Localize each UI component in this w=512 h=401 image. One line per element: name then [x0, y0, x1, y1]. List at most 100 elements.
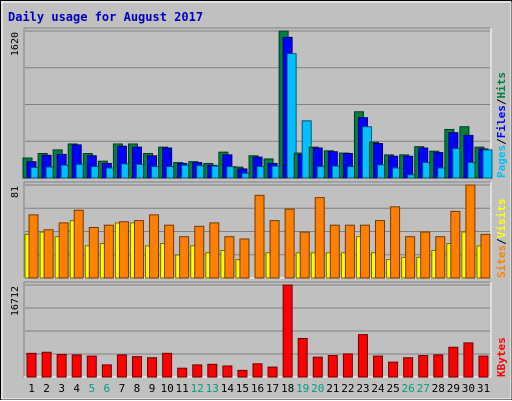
x-tick-label-day-14: 14 — [221, 382, 235, 395]
bar-hits-files-pages-pages-day-18 — [286, 53, 297, 179]
bar-kbytes-kbytes-day-29 — [448, 346, 459, 378]
bar-visits-sites-sites-day-29 — [450, 210, 461, 279]
bar-kbytes-kbytes-day-2 — [41, 351, 52, 378]
x-tick-label-day-3: 3 — [58, 382, 65, 395]
panel-kbytes-legend: KBytes — [495, 337, 508, 377]
bar-kbytes-kbytes-day-17 — [267, 366, 278, 378]
bar-kbytes-kbytes-day-16 — [252, 363, 263, 378]
legend-hits: Hits — [495, 72, 508, 99]
x-tick-label-day-1: 1 — [28, 382, 35, 395]
bar-visits-sites-sites-day-17 — [269, 220, 280, 279]
x-tick-label-day-26: 26 — [402, 382, 415, 395]
bar-kbytes-kbytes-day-7 — [116, 354, 127, 378]
bar-kbytes-kbytes-day-22 — [342, 353, 353, 378]
x-tick-label-day-18: 18 — [281, 382, 294, 395]
bar-kbytes-kbytes-day-3 — [56, 353, 67, 378]
bar-kbytes-kbytes-day-4 — [71, 354, 82, 378]
bar-kbytes-kbytes-day-27 — [418, 355, 429, 378]
bar-visits-sites-sites-day-18 — [284, 208, 295, 279]
bar-visits-sites-sites-day-7 — [118, 221, 129, 279]
legend-pages: Pages — [495, 145, 508, 178]
bar-kbytes-kbytes-day-15 — [237, 369, 248, 378]
bar-kbytes-kbytes-day-18 — [282, 284, 293, 378]
bar-visits-sites-sites-day-14 — [224, 236, 235, 279]
panel-hits-files-pages-legend: Pages/Files/Hits — [495, 72, 508, 178]
panel-kbytes-max-label: 16712 — [10, 286, 21, 316]
bar-visits-sites-sites-day-21 — [329, 224, 340, 279]
x-tick-label-day-16: 16 — [251, 382, 264, 395]
x-tick-label-day-23: 23 — [356, 382, 369, 395]
bar-visits-sites-sites-day-3 — [58, 222, 69, 279]
bar-kbytes-kbytes-day-19 — [297, 337, 308, 378]
x-tick-label-day-5: 5 — [88, 382, 95, 395]
chart-title: Daily usage for August 2017 — [8, 10, 203, 24]
bar-kbytes-kbytes-day-30 — [463, 342, 474, 378]
bar-visits-sites-sites-day-31 — [480, 233, 491, 279]
legend-sites: Sites — [495, 245, 508, 278]
bar-visits-sites-sites-day-10 — [164, 224, 175, 279]
bar-kbytes-kbytes-day-5 — [86, 355, 97, 378]
x-tick-label-day-11: 11 — [176, 382, 189, 395]
x-tick-label-day-22: 22 — [341, 382, 354, 395]
x-tick-label-day-24: 24 — [371, 382, 385, 395]
panel-hits-files-pages-bg — [24, 28, 491, 178]
x-tick-label-day-7: 7 — [119, 382, 126, 395]
bar-kbytes-kbytes-day-25 — [388, 361, 399, 378]
bar-kbytes-kbytes-day-1 — [26, 352, 37, 378]
bar-visits-sites-sites-day-24 — [375, 220, 386, 279]
x-tick-label-day-10: 10 — [160, 382, 173, 395]
legend-kbytes: KBytes — [495, 337, 508, 377]
bar-visits-sites-sites-day-9 — [149, 214, 160, 279]
bar-visits-sites-sites-day-5 — [88, 226, 99, 279]
bar-visits-sites-sites-day-8 — [133, 220, 144, 279]
bar-kbytes-kbytes-day-8 — [131, 356, 142, 378]
legend-slash: / — [495, 238, 508, 245]
bar-kbytes-kbytes-day-23 — [357, 334, 368, 378]
legend-visits: Visits — [495, 199, 508, 239]
x-tick-label-day-29: 29 — [447, 382, 460, 395]
x-tick-label-day-4: 4 — [73, 382, 80, 395]
bar-kbytes-kbytes-day-11 — [177, 367, 188, 378]
panel-kbytes-bg — [24, 282, 491, 377]
bar-visits-sites-sites-day-26 — [405, 236, 416, 279]
bar-visits-sites-sites-day-6 — [103, 224, 114, 279]
bar-kbytes-kbytes-day-26 — [403, 357, 414, 378]
x-tick-label-day-21: 21 — [326, 382, 339, 395]
panel-visits-sites-max-label: 81 — [10, 186, 21, 198]
bar-kbytes-kbytes-day-21 — [327, 355, 338, 378]
x-tick-label-day-6: 6 — [104, 382, 111, 395]
bar-visits-sites-sites-day-11 — [179, 236, 190, 279]
x-tick-label-day-19: 19 — [296, 382, 309, 395]
bar-visits-sites-sites-day-28 — [435, 236, 446, 279]
x-tick-label-day-17: 17 — [266, 382, 279, 395]
bar-visits-sites-sites-day-1 — [28, 214, 39, 279]
bar-visits-sites-sites-day-16 — [254, 194, 265, 279]
bar-visits-sites-sites-day-19 — [299, 231, 310, 279]
x-tick-label-day-2: 2 — [43, 382, 50, 395]
x-tick-label-day-27: 27 — [417, 382, 430, 395]
legend-slash: / — [495, 138, 508, 145]
x-tick-label-day-31: 31 — [477, 382, 490, 395]
x-tick-label-day-28: 28 — [432, 382, 445, 395]
bar-visits-sites-sites-day-4 — [73, 209, 84, 279]
bar-kbytes-kbytes-day-13 — [207, 363, 218, 378]
x-tick-label-day-30: 30 — [462, 382, 475, 395]
bar-visits-sites-sites-day-27 — [420, 231, 431, 279]
x-tick-label-day-25: 25 — [386, 382, 399, 395]
bar-visits-sites-sites-day-2 — [43, 229, 54, 279]
bar-visits-sites-sites-day-13 — [209, 222, 220, 279]
bar-kbytes-kbytes-day-12 — [192, 364, 203, 378]
bar-kbytes-kbytes-day-31 — [478, 355, 489, 378]
legend-files: Files — [495, 105, 508, 138]
x-tick-label-day-20: 20 — [311, 382, 324, 395]
x-tick-label-day-12: 12 — [191, 382, 204, 395]
panel-visits-sites-legend: Sites/Visits — [495, 199, 508, 279]
bar-visits-sites-sites-day-25 — [390, 206, 401, 279]
x-tick-label-day-15: 15 — [236, 382, 249, 395]
panel-hits-files-pages-max-label: 1620 — [10, 32, 21, 56]
bar-kbytes-kbytes-day-10 — [162, 352, 173, 378]
x-tick-label-day-8: 8 — [134, 382, 141, 395]
